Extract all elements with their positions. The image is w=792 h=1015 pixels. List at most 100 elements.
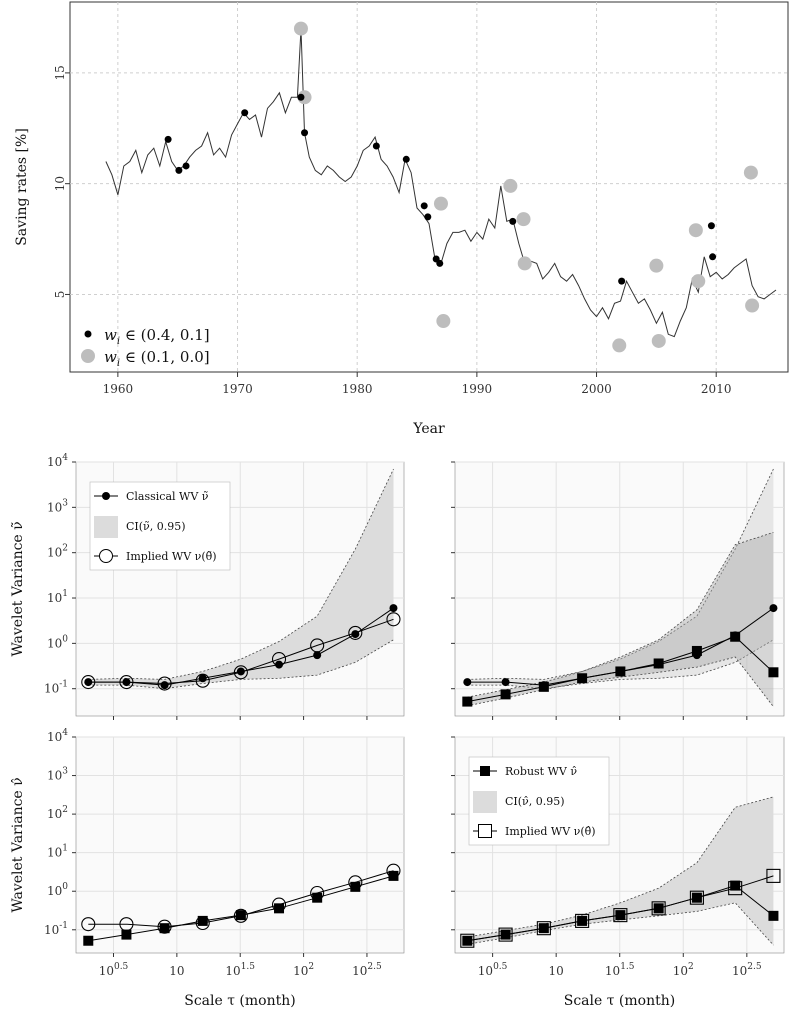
wv-ytick-label-base: 10 bbox=[47, 730, 62, 744]
wv-legend-band bbox=[473, 791, 497, 813]
ts-point-low bbox=[688, 223, 703, 238]
wv-series-line bbox=[88, 618, 394, 685]
wv-y-axis-label: Wavelet Variance ν̃ bbox=[10, 521, 26, 656]
wv-marker-implied-robust bbox=[613, 908, 628, 923]
ci-band-edge bbox=[467, 796, 774, 938]
ts-point-mid bbox=[164, 135, 172, 143]
wv-xtick-label-base: 10 bbox=[732, 964, 747, 978]
wv-xtick-label-exp: 2.5 bbox=[747, 962, 762, 972]
ts-legend-sub: i bbox=[117, 336, 120, 347]
wv-legend-label: Classical WV ν̃ bbox=[126, 490, 209, 503]
ts-point-low bbox=[516, 212, 531, 227]
wv-marker-implied-robust bbox=[689, 890, 704, 905]
wv-ytick-label: 100 bbox=[47, 634, 68, 650]
wv-marker-robust bbox=[653, 658, 664, 669]
wv-ytick-label-exp: 4 bbox=[62, 453, 68, 463]
wv-legend: Classical WV ν̃ CI(ν̃, 0.95) Implied WV ν(… bbox=[89, 481, 231, 571]
wv-marker-implied bbox=[386, 612, 401, 627]
wv-ytick-label-base: 10 bbox=[47, 455, 62, 469]
wv-ytick-label: 101 bbox=[47, 589, 68, 605]
ci-band-robust-edge bbox=[467, 532, 774, 698]
wv-legend-marker bbox=[99, 549, 113, 563]
wv-legend-label: Implied WV ν(θ̃) bbox=[126, 550, 217, 563]
wv-panel-3: Wavelet Variance ν̂ Scale τ (month) bbox=[10, 736, 405, 1009]
ts-xtick-label: 1980 bbox=[342, 382, 373, 396]
ts-point-low bbox=[745, 298, 760, 313]
wv-xtick-label: 101.5 bbox=[605, 962, 635, 978]
ts-legend-rest: ∈ (0.1, 0.0] bbox=[120, 348, 210, 366]
wv-ytick-label-base: 10 bbox=[47, 884, 62, 898]
ts-point-mid bbox=[709, 253, 717, 261]
wv-marker-robust bbox=[730, 880, 741, 891]
ts-legend-var: w bbox=[104, 326, 117, 344]
wv-marker-implied bbox=[310, 638, 325, 653]
wv-marker-robust bbox=[350, 881, 361, 892]
wv-marker-implied-robust bbox=[498, 927, 513, 942]
wv-marker-classical bbox=[313, 651, 322, 660]
wv-marker-implied bbox=[81, 675, 96, 690]
wv-xtick-label-exp: 2.5 bbox=[367, 962, 382, 972]
ts-point-low bbox=[293, 21, 308, 36]
wv-ytick-label-exp: 3 bbox=[62, 767, 68, 777]
wv-legend-label: Implied WV ν(θ̂) bbox=[505, 825, 596, 838]
wv-ytick-label-base: 10 bbox=[47, 500, 62, 514]
wv-xtick-label: 101.5 bbox=[225, 962, 255, 978]
wv-ytick-label-exp: 0 bbox=[62, 634, 68, 644]
wv-ytick-label: 102 bbox=[47, 544, 68, 560]
wv-ytick-label: 103 bbox=[47, 498, 68, 514]
wv-marker-robust bbox=[235, 910, 246, 921]
wv-ytick-label: 104 bbox=[47, 728, 68, 744]
ts-point-mid bbox=[241, 109, 249, 117]
ts-legend: wi ∈ (0.4, 0.1]wi ∈ (0.1, 0.0] bbox=[81, 326, 210, 369]
ci-band-robust bbox=[467, 532, 774, 707]
ci-band-classical bbox=[467, 469, 774, 689]
wv-ytick-label: 102 bbox=[47, 805, 68, 821]
ts-legend-label: wi ∈ (0.1, 0.0] bbox=[104, 348, 210, 369]
wv-marker-robust bbox=[768, 667, 779, 678]
ts-xtick-label: 1960 bbox=[103, 382, 134, 396]
ts-point-low bbox=[503, 178, 518, 193]
wv-xtick-label: 10 bbox=[549, 964, 564, 978]
wv-marker-classical bbox=[389, 604, 398, 613]
ts-y-axis-label: Saving rates [%] bbox=[14, 128, 30, 246]
ts-point-mid bbox=[509, 217, 517, 225]
ts-point-mid bbox=[402, 155, 410, 163]
ts-panel bbox=[69, 1, 789, 373]
wv-ytick-label-exp: 2 bbox=[62, 805, 68, 815]
ts-xtick-label: 2000 bbox=[581, 382, 612, 396]
wv-legend-band bbox=[94, 516, 118, 538]
ts-legend-var: w bbox=[104, 348, 117, 366]
ci-band bbox=[467, 796, 774, 946]
ts-point-mid bbox=[420, 202, 428, 210]
wv-marker-robust bbox=[691, 645, 702, 656]
wv-panel-1: Wavelet Variance ν̃ Classical WV ν̃ CI(ν̃,… bbox=[10, 461, 405, 720]
wv-marker-implied-robust bbox=[766, 868, 781, 883]
wv-marker-robust bbox=[615, 666, 626, 677]
ts-point-low bbox=[691, 274, 706, 289]
wv-xtick-label-base: 10 bbox=[352, 964, 367, 978]
ts-point-low bbox=[651, 333, 666, 348]
wv-ytick-label-exp: 2 bbox=[62, 544, 68, 554]
ts-xtick-label: 1970 bbox=[222, 382, 253, 396]
wv-legend-marker bbox=[480, 766, 490, 776]
wv-ytick-label: 104 bbox=[47, 453, 68, 469]
wv-marker-implied bbox=[119, 675, 134, 690]
ts-point-low bbox=[612, 338, 627, 353]
wv-ytick-label-exp: -1 bbox=[59, 921, 68, 931]
ts-point-low bbox=[297, 90, 312, 105]
wv-xtick-label-exp: 2 bbox=[308, 962, 314, 972]
wv-x-axis-label: Scale τ (month) bbox=[564, 993, 675, 1009]
wv-marker-robust bbox=[274, 903, 285, 914]
wv-marker-implied bbox=[157, 676, 172, 691]
ts-xtick-label: 2010 bbox=[701, 382, 732, 396]
wv-xtick-label-base: 10 bbox=[99, 964, 114, 978]
wv-legend-marker bbox=[102, 492, 110, 500]
wv-marker-classical bbox=[84, 678, 93, 687]
wv-ytick-label-base: 10 bbox=[47, 846, 62, 860]
wv-ytick-label: 10-1 bbox=[44, 680, 68, 696]
wv-xtick-label: 100.5 bbox=[478, 962, 508, 978]
wv-xtick-label: 102.5 bbox=[352, 962, 382, 978]
ts-point-mid bbox=[436, 259, 444, 267]
wv-ytick-label: 101 bbox=[47, 844, 68, 860]
